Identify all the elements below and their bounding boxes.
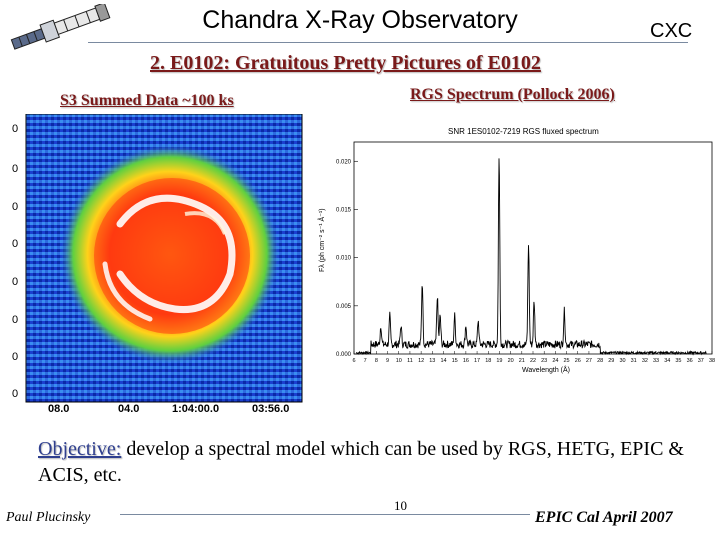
spectrum-y-tick: 0.015: [336, 207, 352, 213]
spectrum-x-tick: 12: [418, 358, 424, 364]
spectrum-y-tick: 0.020: [336, 159, 352, 165]
spectrum-x-tick: 36: [687, 358, 693, 364]
rgs-spectrum-chart: SNR 1ES0102-7219 RGS fluxed spectrum Fλ …: [317, 127, 715, 374]
objective-label: Objective:: [38, 438, 122, 460]
spectrum-title: SNR 1ES0102-7219 RGS fluxed spectrum: [448, 127, 599, 136]
spectrum-x-tick: 28: [597, 358, 603, 364]
spectrum-caption: RGS Spectrum (Pollock 2006): [410, 86, 615, 103]
spectrum-x-tick: 27: [586, 358, 592, 364]
spectrum-x-tick: 15: [452, 358, 458, 364]
spectrum-x-tick: 6: [352, 358, 355, 364]
image-x-tick: 08.0: [48, 403, 69, 414]
header-divider: [88, 42, 688, 43]
image-y-tick: 0: [12, 201, 18, 213]
spectrum-x-label: Wavelength (Å): [522, 365, 570, 374]
spectrum-y-tick: 0.010: [336, 256, 352, 262]
spectrum-x-tick: 22: [530, 358, 536, 364]
spectrum-x-tick: 25: [564, 358, 570, 364]
brand-label: CXC: [650, 20, 693, 42]
bright-ring: [116, 194, 236, 314]
image-y-tick: 0: [12, 238, 18, 250]
spectrum-x-tick: 17: [474, 358, 480, 364]
spectrum-line: [356, 158, 707, 356]
image-y-tick: 0: [12, 123, 18, 135]
objective-body: develop a spectral model which can be us…: [38, 438, 684, 486]
page-number: 10: [394, 498, 407, 513]
xray-image-panel: 0 0 0 0 0 0 0 0 08.0 04.0 1:04:00.0 03:5…: [12, 114, 303, 414]
spectrum-x-tick: 13: [429, 358, 435, 364]
spectrum-x-tick: 23: [541, 358, 547, 364]
spectrum-x-tick: 19: [496, 358, 502, 364]
footer-divider: [120, 514, 530, 515]
spectrum-x-tick: 38: [709, 358, 715, 364]
spectrum-x-tick: 29: [608, 358, 614, 364]
spectrum-y-tick: 0.005: [336, 304, 352, 310]
spectrum-y-tick: 0.000: [336, 352, 352, 358]
spectrum-x-tick: 14: [440, 358, 446, 364]
slide-title: 2. E0102: Gratuitous Pretty Pictures of …: [150, 52, 541, 74]
footer-author: Paul Plucinsky: [6, 510, 91, 525]
image-x-tick: 1:04:00.0: [172, 403, 219, 414]
spectrum-x-tick: 33: [653, 358, 659, 364]
spectrum-x-tick: 24: [552, 358, 558, 364]
slide-header-title: Chandra X-Ray Observatory: [202, 6, 518, 34]
spectrum-x-tick: 26: [575, 358, 581, 364]
image-x-tick: 03:56.0: [252, 403, 289, 414]
spectrum-x-tick: 7: [364, 358, 367, 364]
spectrum-x-tick: 16: [463, 358, 469, 364]
image-y-tick: 0: [12, 163, 18, 175]
image-x-tick: 04.0: [118, 403, 139, 414]
spectrum-x-tick: 21: [519, 358, 525, 364]
spectrum-x-tick: 32: [642, 358, 648, 364]
image-y-tick: 0: [12, 388, 18, 400]
image-caption: S3 Summed Data ~100 ks: [60, 92, 234, 109]
spectrum-x-tick: 31: [631, 358, 637, 364]
spectrum-x-tick: 9: [386, 358, 389, 364]
spectrum-x-tick: 11: [407, 358, 413, 364]
image-y-tick: 0: [12, 314, 18, 326]
objective-text: Objective: develop a spectral model whic…: [38, 436, 698, 488]
spectrum-x-tick: 37: [698, 358, 704, 364]
spectrum-x-tick: 10: [396, 358, 402, 364]
footer-event: EPIC Cal April 2007: [535, 509, 673, 526]
spectrum-x-tick: 18: [485, 358, 491, 364]
satellite-icon: [10, 4, 111, 50]
spectrum-x-tick: 30: [619, 358, 625, 364]
spectrum-x-tick: 8: [375, 358, 378, 364]
spectrum-x-tick: 20: [508, 358, 514, 364]
spectrum-x-tick: 35: [675, 358, 681, 364]
spectrum-x-tick: 34: [664, 358, 670, 364]
spectrum-y-label: Fλ (ph cm⁻² s⁻¹ Å⁻¹): [317, 208, 326, 272]
image-y-tick: 0: [12, 351, 18, 363]
image-y-tick: 0: [12, 276, 18, 288]
